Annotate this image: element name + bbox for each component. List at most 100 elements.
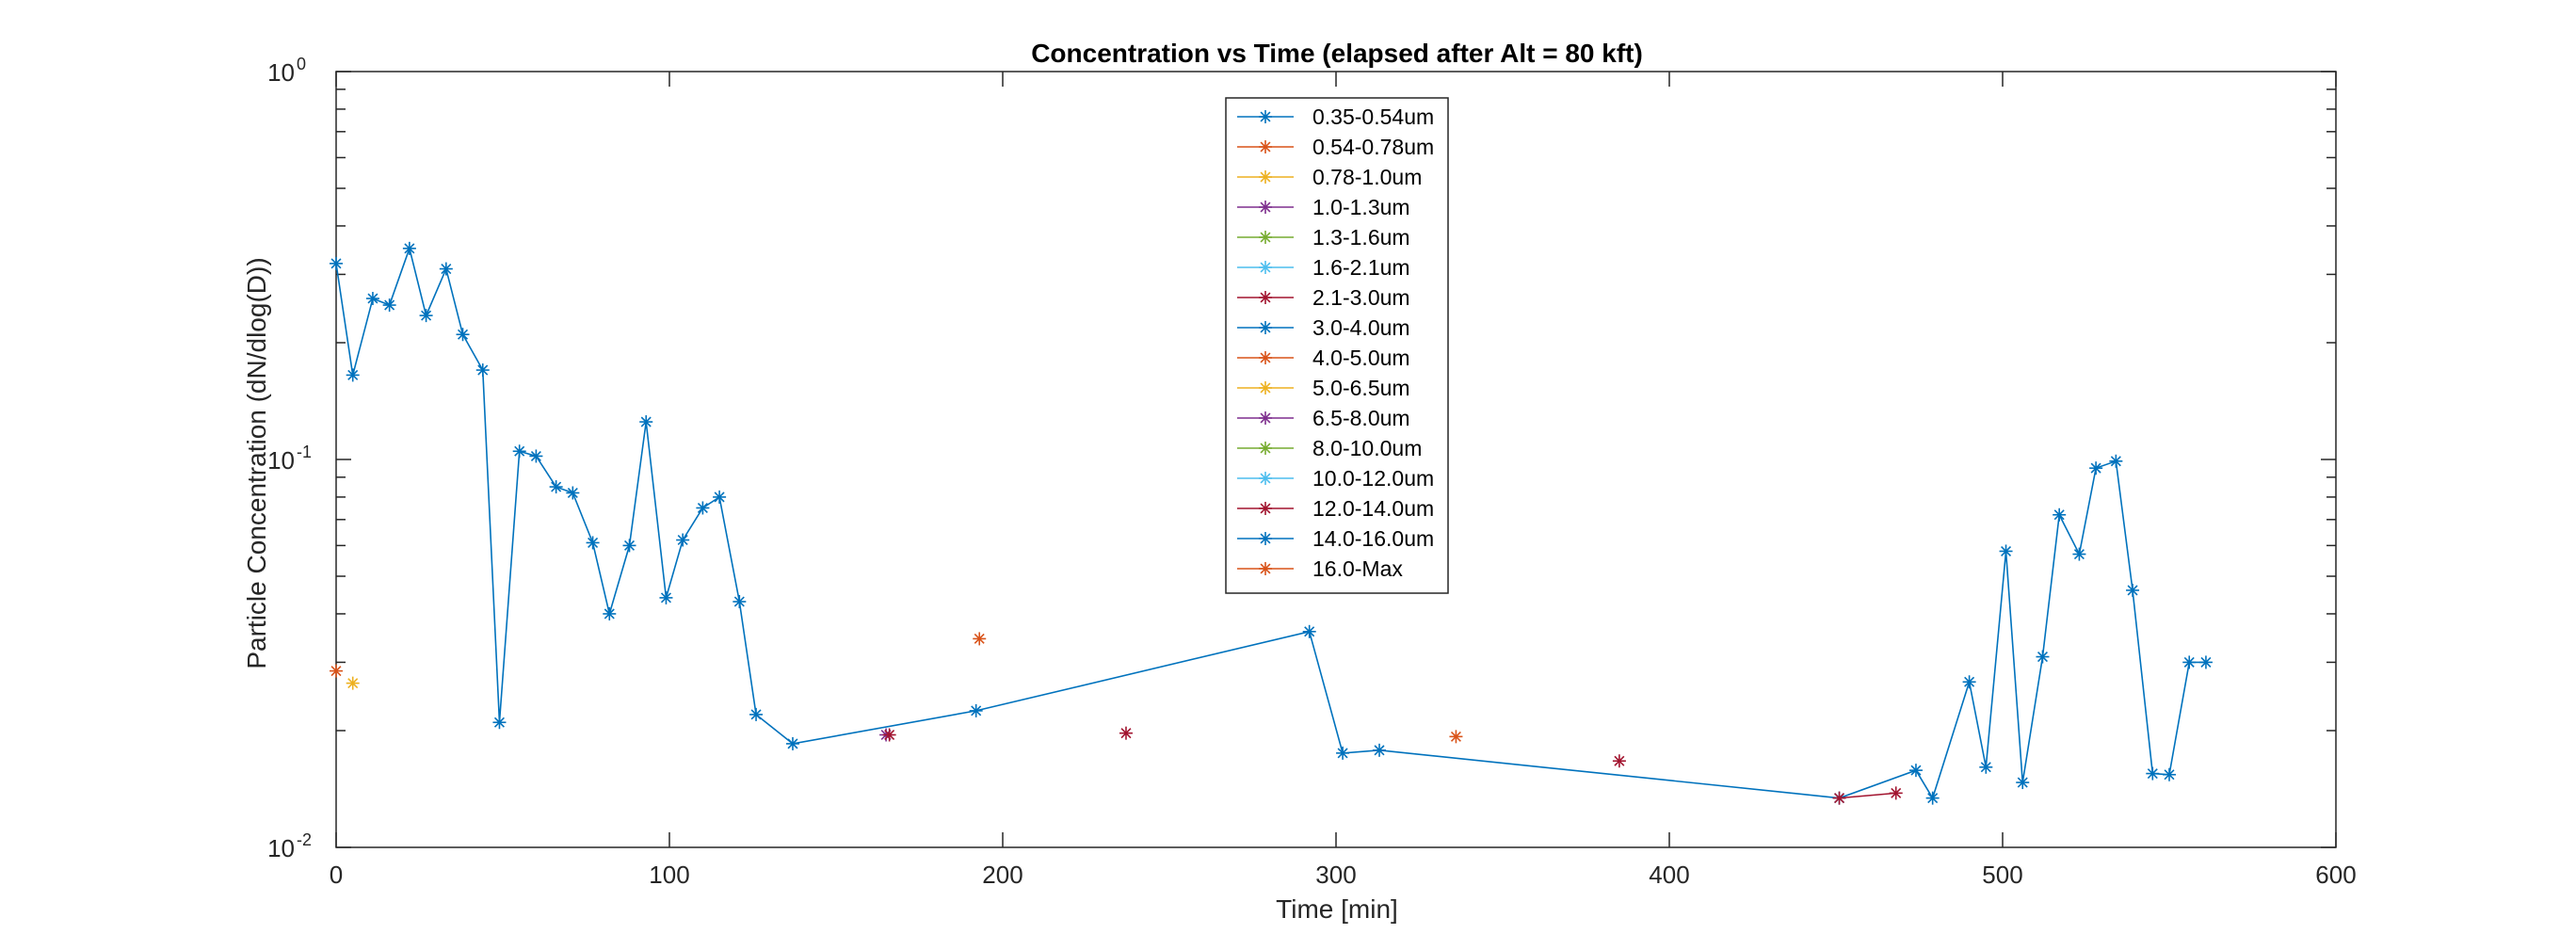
marker-stroke bbox=[1260, 111, 1271, 122]
legend-item: 8.0-10.0um bbox=[1237, 436, 1422, 460]
marker-stroke bbox=[2073, 549, 2085, 560]
data-point bbox=[622, 539, 636, 553]
data-point bbox=[1962, 675, 1976, 689]
marker-stroke bbox=[971, 705, 982, 717]
legend-item: 0.35-0.54um bbox=[1237, 105, 1434, 129]
series-2.1-3.0um bbox=[882, 726, 1903, 805]
data-point bbox=[1612, 754, 1626, 768]
marker-stroke bbox=[714, 491, 725, 503]
marker-stroke bbox=[458, 329, 469, 340]
legend-label: 8.0-10.0um bbox=[1312, 436, 1422, 460]
marker-stroke bbox=[404, 243, 415, 254]
legend-item: 12.0-14.0um bbox=[1237, 496, 1434, 521]
marker-stroke bbox=[1260, 232, 1271, 243]
marker-stroke bbox=[1260, 503, 1271, 514]
data-point bbox=[492, 716, 507, 730]
data-point bbox=[529, 449, 543, 463]
data-point bbox=[1449, 730, 1463, 744]
legend-item: 1.6-2.1um bbox=[1237, 255, 1410, 280]
y-tick-label: 10 bbox=[267, 834, 295, 862]
data-point bbox=[733, 595, 747, 609]
y-axis-label: Particle Concentration (dN/dlog(D)) bbox=[242, 257, 271, 668]
marker-stroke bbox=[1260, 171, 1271, 183]
data-point bbox=[2126, 583, 2140, 597]
data-point bbox=[1259, 110, 1272, 123]
y-tick-exponent: -1 bbox=[297, 443, 312, 461]
marker-stroke bbox=[604, 608, 615, 620]
y-tick-exponent: -2 bbox=[297, 830, 312, 849]
data-point bbox=[1259, 170, 1272, 184]
marker-stroke bbox=[588, 537, 599, 548]
data-point bbox=[2053, 507, 2067, 522]
marker-stroke bbox=[1614, 755, 1625, 766]
marker-stroke bbox=[640, 416, 652, 427]
series-0.54-0.78um bbox=[330, 632, 1463, 744]
legend-label: 5.0-6.5um bbox=[1312, 376, 1410, 400]
marker-stroke bbox=[2110, 456, 2121, 467]
data-point bbox=[2109, 454, 2123, 468]
series-line bbox=[1839, 792, 1896, 799]
data-point bbox=[639, 415, 653, 429]
marker-stroke bbox=[2053, 509, 2065, 521]
data-point bbox=[1336, 746, 1350, 760]
marker-stroke bbox=[1337, 748, 1348, 759]
data-point bbox=[749, 707, 764, 721]
marker-stroke bbox=[884, 729, 895, 741]
data-point bbox=[382, 298, 396, 313]
data-point bbox=[1119, 726, 1133, 740]
data-point bbox=[402, 241, 416, 255]
marker-stroke bbox=[1260, 262, 1271, 273]
marker-stroke bbox=[1260, 382, 1271, 394]
legend-label: 1.0-1.3um bbox=[1312, 195, 1410, 219]
marker-stroke bbox=[1927, 793, 1939, 804]
data-point bbox=[659, 590, 673, 604]
data-point bbox=[1832, 791, 1846, 805]
marker-stroke bbox=[1260, 563, 1271, 574]
x-tick-label: 500 bbox=[1982, 861, 2022, 889]
legend-item: 0.54-0.78um bbox=[1237, 135, 1434, 159]
legend-item: 3.0-4.0um bbox=[1237, 315, 1410, 340]
marker-stroke bbox=[1260, 533, 1271, 544]
legend-label: 0.78-1.0um bbox=[1312, 165, 1422, 189]
marker-stroke bbox=[1260, 201, 1271, 213]
legend-item: 5.0-6.5um bbox=[1237, 376, 1410, 400]
marker-stroke bbox=[421, 310, 432, 321]
legend-item: 16.0-Max bbox=[1237, 556, 1403, 581]
marker-stroke bbox=[477, 364, 489, 376]
legend-item: 6.5-8.0um bbox=[1237, 406, 1410, 430]
data-point bbox=[1259, 231, 1272, 244]
marker-stroke bbox=[514, 445, 525, 457]
marker-stroke bbox=[750, 709, 762, 720]
data-point bbox=[603, 606, 617, 620]
data-point bbox=[882, 728, 896, 742]
marker-stroke bbox=[2164, 769, 2175, 781]
data-point bbox=[549, 480, 563, 494]
data-point bbox=[969, 703, 983, 717]
data-point bbox=[1925, 791, 1940, 805]
marker-stroke bbox=[367, 293, 378, 304]
data-point bbox=[2198, 655, 2213, 669]
data-point bbox=[1259, 201, 1272, 214]
legend-item: 14.0-16.0um bbox=[1237, 526, 1434, 551]
chart-title: Concentration vs Time (elapsed after Alt… bbox=[1031, 39, 1643, 68]
data-point bbox=[676, 533, 690, 547]
marker-stroke bbox=[1260, 473, 1271, 484]
marker-stroke bbox=[677, 535, 688, 546]
data-point bbox=[512, 444, 526, 459]
series-0.78-1.0um bbox=[346, 676, 360, 690]
y-tick-exponent: 0 bbox=[297, 55, 306, 73]
data-point bbox=[566, 486, 580, 500]
legend-label: 1.6-2.1um bbox=[1312, 255, 1410, 280]
y-tick-label: 10 bbox=[267, 446, 295, 475]
marker-stroke bbox=[660, 592, 671, 604]
series-0.35-0.54um bbox=[330, 241, 2213, 805]
marker-stroke bbox=[1260, 141, 1271, 153]
marker-stroke bbox=[2001, 545, 2012, 556]
legend: 0.35-0.54um 0.54-0.78um 0.78-1.0um 1.0-1.3u… bbox=[1225, 97, 1449, 594]
legend-item: 2.1-3.0um bbox=[1237, 285, 1410, 310]
data-point bbox=[1302, 624, 1316, 638]
legend-label: 1.3-1.6um bbox=[1312, 225, 1410, 250]
data-point bbox=[696, 501, 710, 515]
data-point bbox=[713, 490, 727, 504]
data-point bbox=[2036, 650, 2050, 664]
